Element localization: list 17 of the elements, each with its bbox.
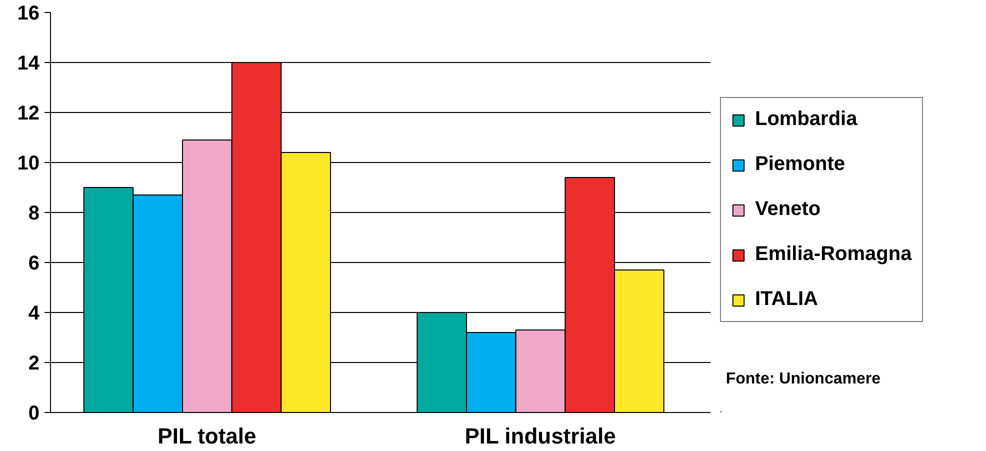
y-tick-label: 10 <box>17 152 40 174</box>
y-tick-label: 6 <box>28 252 40 274</box>
legend-label: Veneto <box>755 198 821 221</box>
y-tick-label: 14 <box>17 52 40 74</box>
y-tick-label: 4 <box>28 302 40 324</box>
y-tick-label: 0 <box>28 402 40 424</box>
x-tick-label: PIL industriale <box>464 424 616 448</box>
source-note: Fonte: Unioncamere <box>726 370 881 388</box>
legend-label: ITALIA <box>755 288 818 311</box>
y-tick-label: 2 <box>28 352 40 374</box>
x-tick-label: PIL totale <box>158 424 256 448</box>
legend-label: Lombardia <box>755 108 858 131</box>
y-tick-label: 12 <box>17 102 40 124</box>
legend-label: Piemonte <box>755 153 846 176</box>
y-tick-label: 16 <box>17 2 40 24</box>
legend-label: Emilia-Romagna <box>755 243 912 266</box>
y-tick-label: 8 <box>28 202 40 224</box>
